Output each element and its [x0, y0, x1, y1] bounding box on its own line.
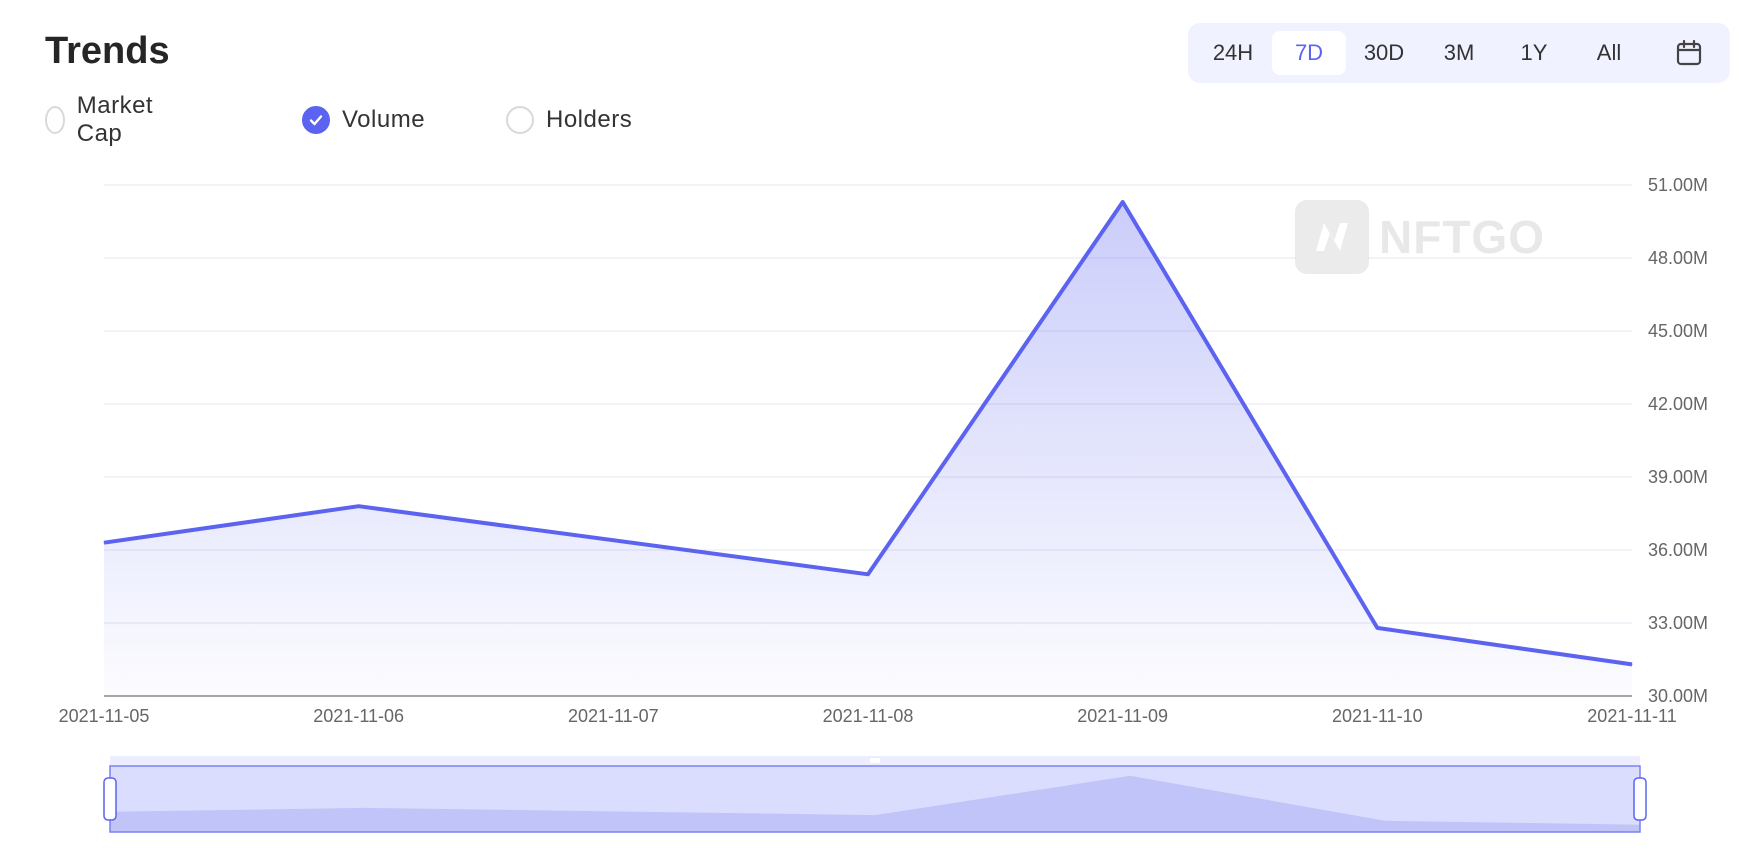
volume-area-fill — [104, 202, 1632, 696]
range-button-3m[interactable]: 3M — [1443, 40, 1475, 65]
legend-label-market-cap: Market Cap — [76, 92, 154, 147]
volume-check-icon[interactable] — [302, 106, 330, 134]
slider-preview-area — [110, 775, 1640, 832]
range-button-24h[interactable]: 24H — [1212, 40, 1254, 65]
slider-drag-grip[interactable] — [870, 758, 880, 763]
legend-item-volume[interactable]: Volume — [302, 100, 425, 140]
legend-label-holders: Holders — [546, 106, 633, 133]
range-button-1y[interactable]: 1Y — [1520, 40, 1548, 65]
nftgo-logo-icon — [1295, 200, 1369, 274]
nftgo-watermark: NFTGO — [1295, 200, 1545, 274]
market-cap-radio-icon[interactable] — [45, 106, 65, 134]
volume-data-point — [358, 505, 360, 507]
watermark-text: NFTGO — [1379, 211, 1545, 263]
holders-radio-icon[interactable] — [506, 106, 534, 134]
y-tick-label: 39.00M — [1648, 467, 1708, 487]
volume-data-point — [103, 542, 105, 544]
x-tick-label: 2021-11-08 — [823, 706, 914, 726]
range-button-7d[interactable]: 7D — [1272, 31, 1346, 75]
calendar-icon[interactable] — [1668, 33, 1710, 73]
time-range-selector: 24H 7D 30D 3M 1Y All — [1188, 23, 1730, 83]
x-tick-label: 2021-11-06 — [313, 706, 404, 726]
slider-selection-window — [109, 765, 1641, 833]
y-tick-label: 36.00M — [1648, 540, 1708, 560]
y-tick-label: 45.00M — [1648, 321, 1708, 341]
range-button-all[interactable]: All — [1596, 40, 1622, 65]
range-button-30d[interactable]: 30D — [1363, 40, 1405, 65]
x-tick-label: 2021-11-05 — [59, 706, 150, 726]
x-tick-label: 2021-11-11 — [1587, 706, 1676, 726]
y-axis: 30.00M 33.00M 36.00M 39.00M 42.00M 45.00M 48.0… — [1648, 175, 1708, 706]
volume-data-point — [1122, 201, 1124, 203]
y-tick-label: 51.00M — [1648, 175, 1708, 195]
x-axis: 2021-11-05 2021-11-06 2021-11-07 2021-11-08… — [59, 706, 1677, 726]
legend-item-market-cap[interactable]: Market Cap — [45, 92, 161, 147]
slider-left-handle[interactable] — [103, 777, 117, 821]
volume-data-point — [867, 573, 869, 575]
volume-data-point — [1631, 663, 1633, 665]
volume-data-point — [1376, 627, 1378, 629]
slider-right-handle[interactable] — [1633, 777, 1647, 821]
page-title: Trends — [45, 30, 170, 72]
y-tick-label: 30.00M — [1648, 686, 1708, 706]
range-slider[interactable] — [103, 756, 1647, 833]
legend-item-holders[interactable]: Holders — [506, 100, 632, 140]
y-tick-label: 33.00M — [1648, 613, 1708, 633]
y-tick-label: 42.00M — [1648, 394, 1708, 414]
x-tick-label: 2021-11-07 — [568, 706, 659, 726]
volume-series-line — [103, 200, 1633, 667]
legend-label-volume: Volume — [342, 106, 426, 133]
x-tick-label: 2021-11-09 — [1077, 706, 1168, 726]
y-tick-label: 48.00M — [1648, 248, 1708, 268]
x-tick-label: 2021-11-10 — [1332, 706, 1423, 726]
